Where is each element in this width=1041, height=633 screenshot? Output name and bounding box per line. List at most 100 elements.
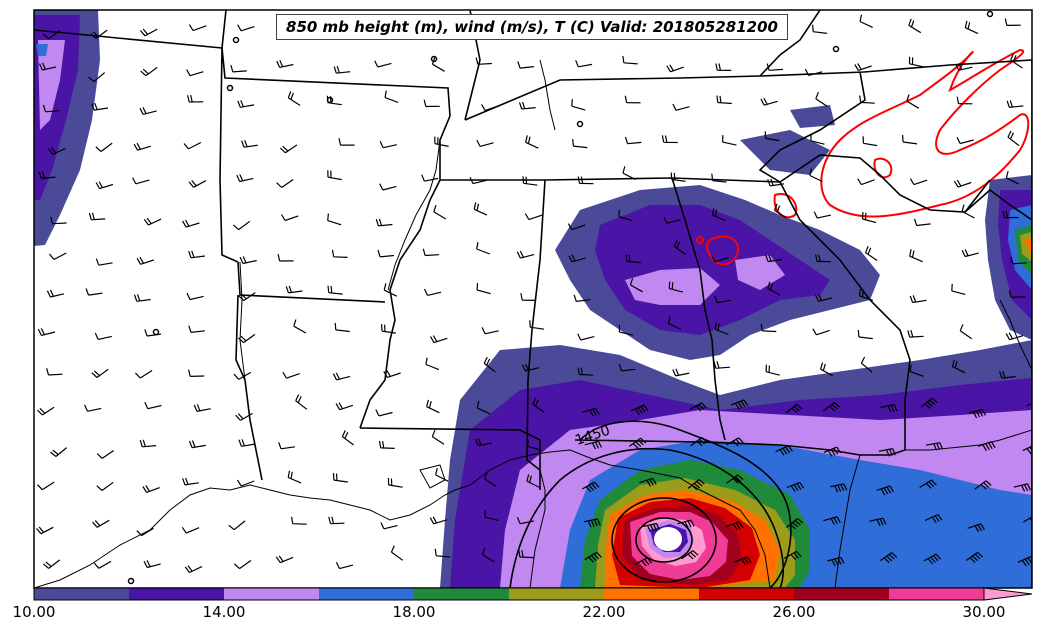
wind-barb bbox=[233, 560, 252, 570]
wind-barb bbox=[285, 285, 303, 294]
wind-barb bbox=[814, 294, 833, 302]
wind-barb bbox=[951, 359, 966, 374]
wind-barb bbox=[328, 516, 345, 525]
wind-barb bbox=[474, 438, 492, 447]
wind-barb bbox=[630, 404, 649, 415]
wind-barb bbox=[50, 216, 67, 225]
wind-barb bbox=[765, 254, 782, 263]
wind-barb bbox=[618, 325, 634, 336]
wind-barb bbox=[764, 131, 780, 142]
wind-barb bbox=[88, 212, 106, 221]
wind-barb bbox=[909, 178, 928, 186]
colorbar-tick-label: 22.00 bbox=[582, 603, 626, 621]
wind-barb bbox=[822, 402, 840, 412]
wind-barb bbox=[1022, 445, 1032, 455]
wind-barb bbox=[181, 526, 200, 534]
wind-barb bbox=[36, 481, 55, 491]
wind-barb bbox=[582, 407, 600, 417]
wind-barb bbox=[1005, 170, 1020, 185]
wind-barb bbox=[182, 477, 199, 486]
wind-barb bbox=[188, 440, 206, 449]
colorbar-tick-label: 26.00 bbox=[772, 603, 816, 621]
wind-barb bbox=[380, 522, 398, 530]
wind-barb bbox=[46, 289, 65, 298]
wind-barb bbox=[136, 256, 154, 265]
wind-barb bbox=[689, 402, 707, 412]
wind-barb bbox=[37, 328, 56, 336]
wind-barb bbox=[861, 211, 877, 224]
wind-barb bbox=[93, 560, 112, 569]
wind-barb bbox=[423, 99, 440, 108]
wind-barb bbox=[860, 356, 873, 373]
wind-barb bbox=[333, 66, 351, 74]
wind-barb bbox=[384, 90, 399, 104]
wind-barb bbox=[854, 63, 872, 71]
wind-barb bbox=[722, 135, 737, 146]
wind-barb bbox=[629, 278, 643, 293]
wind-barb bbox=[978, 441, 996, 452]
wind-barb bbox=[584, 440, 603, 450]
wind-barb bbox=[622, 55, 638, 65]
wind-barb bbox=[276, 179, 294, 188]
wind-barb bbox=[476, 282, 491, 295]
wind-barb bbox=[1004, 18, 1021, 26]
wind-barb bbox=[327, 285, 343, 295]
wind-barb bbox=[726, 437, 744, 447]
wind-barb bbox=[50, 447, 68, 457]
wind-barb bbox=[295, 394, 308, 410]
colorbar-segment bbox=[34, 588, 130, 600]
wind-barb bbox=[140, 66, 158, 77]
colorbar-extension bbox=[983, 587, 1033, 601]
wind-barb bbox=[188, 250, 205, 259]
wind-barb bbox=[775, 445, 793, 456]
wind-barb bbox=[527, 439, 542, 451]
wind-barb bbox=[956, 96, 973, 105]
wind-barb bbox=[84, 404, 102, 412]
wind-barb bbox=[235, 412, 253, 421]
wind-barb bbox=[142, 485, 160, 493]
wind-barb bbox=[232, 220, 251, 231]
wind-barb bbox=[961, 204, 975, 219]
wind-barb bbox=[236, 479, 255, 487]
wind-barb bbox=[820, 362, 834, 377]
wind-barb bbox=[919, 479, 937, 489]
wind-barb bbox=[387, 477, 403, 488]
wind-barb bbox=[139, 439, 157, 448]
wind-barb bbox=[823, 516, 841, 525]
wind-barb bbox=[716, 95, 732, 105]
wind-barb bbox=[481, 547, 495, 563]
wind-barb bbox=[902, 135, 918, 145]
wind-barb bbox=[634, 557, 653, 567]
wind-barb bbox=[183, 141, 202, 150]
colorbar-segment bbox=[889, 588, 985, 600]
wind-barb bbox=[813, 211, 832, 219]
wind-barb bbox=[94, 332, 112, 340]
wind-barb bbox=[237, 24, 255, 32]
wind-barb bbox=[572, 139, 588, 149]
wind-barb bbox=[423, 288, 442, 296]
wind-barb bbox=[230, 65, 247, 73]
wind-barb bbox=[567, 223, 586, 231]
wind-barb bbox=[228, 520, 246, 531]
wind-barb bbox=[327, 213, 342, 226]
wind-barb bbox=[628, 437, 647, 449]
wind-barb bbox=[188, 325, 205, 333]
wind-barb bbox=[435, 468, 449, 482]
wind-barb bbox=[390, 545, 404, 561]
wind-barb bbox=[338, 138, 355, 146]
wind-barb bbox=[618, 209, 633, 222]
wind-barb bbox=[91, 102, 109, 111]
wind-barb bbox=[809, 168, 823, 183]
wind-barb bbox=[36, 406, 55, 416]
wind-barb bbox=[237, 333, 256, 344]
wind-barb bbox=[92, 519, 110, 528]
wind-barb bbox=[760, 97, 778, 106]
wind-barb bbox=[516, 516, 534, 525]
wind-barb bbox=[1007, 130, 1020, 147]
wind-barb bbox=[878, 448, 896, 457]
wind-barb bbox=[961, 249, 979, 258]
wind-barb bbox=[714, 295, 732, 304]
wind-barb bbox=[278, 442, 295, 450]
colorbar-tick-label: 14.00 bbox=[202, 603, 246, 621]
